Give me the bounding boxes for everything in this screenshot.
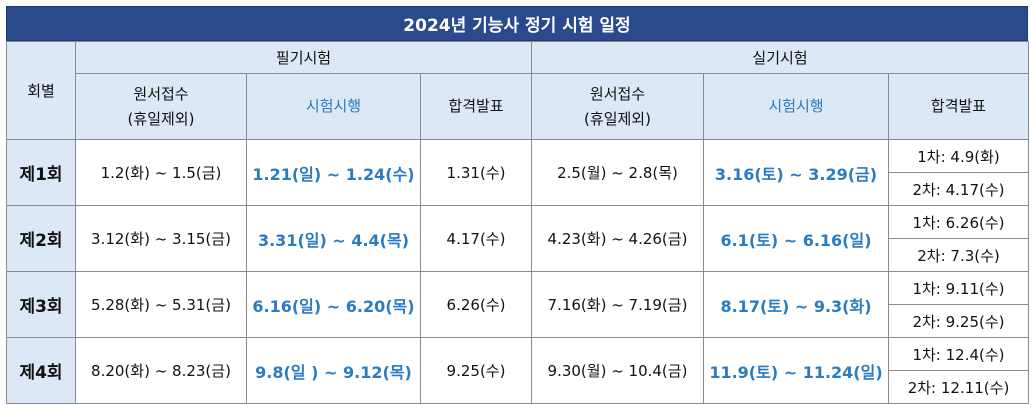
written-result: 4.17(수) (420, 205, 532, 272)
written-exam: 3.31(일) ~ 4.4(목) (246, 205, 421, 272)
header-application-note: (휴일제외) (127, 109, 195, 128)
header-application-label: 원서접수 (133, 84, 189, 103)
round-label: 제2회 (6, 205, 76, 272)
practical-application: 7.16(화) ~ 7.19(금) (531, 271, 704, 338)
round-label: 제3회 (6, 271, 76, 338)
practical-result-2: 2차: 12.11(수) (888, 370, 1029, 404)
practical-application: 2.5(월) ~ 2.8(목) (531, 139, 704, 206)
table-row: 제3회 5.28(화) ~ 5.31(금) 6.16(일) ~ 6.20(목) … (6, 271, 1029, 338)
practical-result-2: 2차: 7.3(수) (888, 238, 1029, 272)
header-written-exam: 시험시행 (246, 73, 421, 140)
header-written-result: 합격발표 (420, 73, 532, 140)
written-result: 6.26(수) (420, 271, 532, 338)
practical-application: 4.23(화) ~ 4.26(금) (531, 205, 704, 272)
header-written-application: 원서접수 (휴일제외) (75, 73, 247, 140)
written-application: 5.28(화) ~ 5.31(금) (75, 271, 247, 338)
written-application: 3.12(화) ~ 3.15(금) (75, 205, 247, 272)
practical-application: 9.30(월) ~ 10.4(금) (531, 337, 704, 404)
table-row: 제2회 3.12(화) ~ 3.15(금) 3.31(일) ~ 4.4(목) 4… (6, 205, 1029, 272)
header-practical-application: 원서접수 (휴일제외) (531, 73, 704, 140)
table-row: 2차: 12.11(수) (7, 370, 1029, 404)
header-application-note: (휴일제외) (584, 109, 651, 128)
written-result: 9.25(수) (420, 337, 532, 404)
header-practical: 실기시험 (531, 41, 1029, 74)
table-row: 제1회 1.2(화) ~ 1.5(금) 1.21(일) ~ 1.24(수) 1.… (6, 139, 1029, 206)
practical-result-1: 1차: 4.9(화) (888, 139, 1029, 173)
table-row: 2차: 7.3(수) (7, 238, 1029, 272)
practical-exam: 8.17(토) ~ 9.3(화) (703, 271, 889, 338)
written-exam: 1.21(일) ~ 1.24(수) (246, 139, 421, 206)
practical-exam: 3.16(토) ~ 3.29(금) (703, 139, 889, 206)
table-title: 2024년 기능사 정기 시험 일정 (6, 6, 1028, 41)
practical-result-2: 2차: 9.25(수) (888, 304, 1029, 338)
written-application: 8.20(화) ~ 8.23(금) (75, 337, 247, 404)
practical-result-1: 1차: 9.11(수) (888, 271, 1029, 305)
practical-exam: 11.9(토) ~ 11.24(일) (703, 337, 889, 404)
practical-exam: 6.1(토) ~ 6.16(일) (703, 205, 889, 272)
schedule-table-wrapper: 2024년 기능사 정기 시험 일정 회별 필기시험 실기시험 원서접수 (휴일… (6, 6, 1029, 404)
practical-result-1: 1차: 6.26(수) (888, 205, 1029, 239)
header-practical-result: 합격발표 (888, 73, 1029, 140)
round-label: 제4회 (6, 337, 76, 404)
practical-result-1: 1차: 12.4(수) (888, 337, 1029, 371)
written-exam: 9.8(일 ) ~ 9.12(목) (246, 337, 421, 404)
schedule-table: 회별 필기시험 실기시험 원서접수 (휴일제외) 시험시행 합격발표 원서접수 … (6, 41, 1029, 404)
header-practical-exam: 시험시행 (703, 73, 889, 140)
written-exam: 6.16(일) ~ 6.20(목) (246, 271, 421, 338)
header-round: 회별 (6, 41, 76, 140)
header-application-label: 원서접수 (589, 84, 646, 103)
header-written: 필기시험 (75, 41, 532, 74)
round-label: 제1회 (6, 139, 76, 206)
practical-result-2: 2차: 4.17(수) (888, 172, 1029, 206)
table-row: 제4회 8.20(화) ~ 8.23(금) 9.8(일 ) ~ 9.12(목) … (6, 337, 1029, 404)
written-application: 1.2(화) ~ 1.5(금) (75, 139, 247, 206)
written-result: 1.31(수) (420, 139, 532, 206)
table-row: 2차: 4.17(수) (7, 172, 1029, 206)
